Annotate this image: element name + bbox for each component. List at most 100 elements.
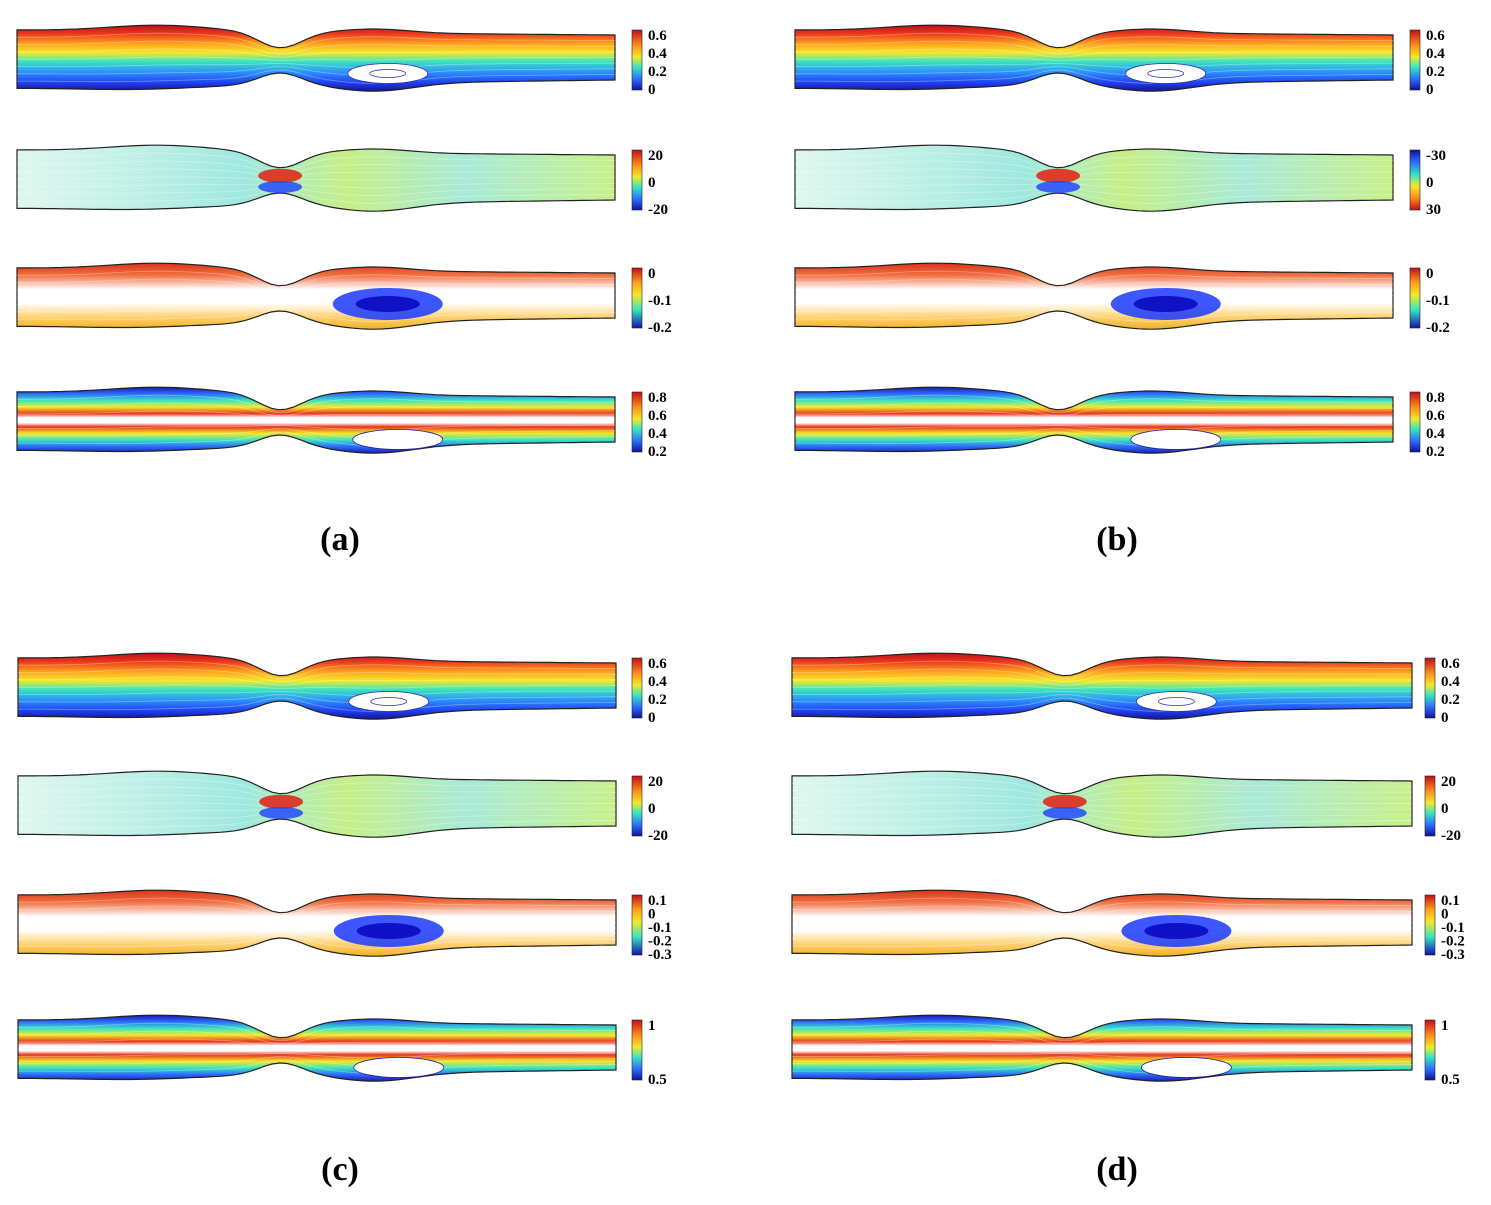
contour-line — [16, 56, 615, 61]
contour-line — [795, 186, 1393, 197]
contour-line — [18, 668, 617, 683]
colorbar-tick: 20 — [648, 148, 663, 164]
colorbar-tick: -30 — [1426, 148, 1446, 164]
contour-line — [792, 697, 1413, 712]
contour-line — [17, 304, 615, 315]
colorbar — [631, 391, 643, 453]
contour-line — [792, 694, 1412, 705]
contour-line — [795, 69, 1394, 84]
channel-domain — [794, 386, 1394, 454]
contour-line — [792, 812, 1412, 823]
colorbar-tick: 0.2 — [1426, 64, 1445, 80]
contour-line — [792, 815, 1413, 830]
colorbar-tick: 0.1 — [1441, 893, 1460, 909]
contour-line — [16, 294, 615, 299]
contour-line — [795, 410, 1393, 420]
contour-line — [795, 307, 1394, 322]
colorbar-tick: -0.1 — [648, 293, 672, 309]
colorbar — [1409, 391, 1421, 453]
contour-line — [792, 931, 1412, 942]
colorbar-tick: 0 — [1441, 907, 1449, 923]
contour-line — [792, 1052, 1413, 1059]
contour-line — [17, 182, 616, 189]
contour-line — [17, 62, 616, 69]
contour-line — [791, 802, 1412, 807]
contour-line — [791, 1046, 1412, 1051]
contour-line — [795, 168, 1393, 178]
contour-line — [17, 402, 616, 417]
contour-line — [18, 1052, 617, 1059]
colorbar-tick: 30 — [1426, 202, 1441, 218]
panel-0: 0.6 0.4 0.2 0 20 0 -20 0 -0.1 -0.2 0.8 0.6 0.4 0.2 (a) — [16, 24, 672, 558]
contour-line — [792, 934, 1413, 949]
vorticity-peak — [258, 168, 303, 183]
vortex-region — [348, 691, 430, 712]
colorbar — [631, 775, 643, 837]
colorbar — [1409, 267, 1421, 329]
contour-line — [18, 786, 617, 801]
colorbar-tick: -20 — [1441, 828, 1461, 844]
colorbar-tick: 1 — [648, 1018, 656, 1034]
colorbar-tick: 0 — [1426, 175, 1434, 191]
contour-plot-vorticity: 20 0 -20 — [17, 770, 668, 844]
colorbar-tick: -0.2 — [648, 320, 672, 336]
contour-line — [18, 676, 616, 686]
contour-line — [17, 278, 616, 293]
contour-plot-vorticity: 20 0 -20 — [791, 770, 1461, 844]
panel-label: (d) — [1096, 1151, 1138, 1188]
vorticity-peak — [259, 794, 304, 809]
vortex-region — [1130, 429, 1222, 450]
contour-line — [18, 1059, 617, 1074]
contour-line — [18, 690, 617, 697]
contour-plot-vorticity: -30 0 30 — [794, 144, 1446, 218]
contour-line — [795, 66, 1393, 77]
contour-line — [17, 48, 615, 58]
vortex-core — [1158, 697, 1195, 706]
panel-1: 0.6 0.4 0.2 0 -30 0 30 0 -0.1 -0.2 0.8 0.6 0.4 0.2 (b) — [794, 24, 1450, 558]
colorbar-tick: 0.4 — [1441, 674, 1460, 690]
vortex-region — [1125, 63, 1207, 84]
contour-line — [17, 286, 615, 296]
colorbar — [631, 894, 643, 956]
contour-plot-warm-white-blue: 0 -0.1 -0.2 — [794, 262, 1450, 336]
vorticity-trough — [1042, 806, 1087, 819]
vorticity-trough — [258, 180, 303, 193]
colorbar — [1424, 894, 1436, 956]
contour-line — [795, 278, 1394, 293]
colorbar-tick: -0.2 — [648, 934, 672, 950]
contour-line — [795, 182, 1394, 189]
panel-label: (b) — [1096, 521, 1138, 558]
colorbar-tick: 20 — [1441, 774, 1456, 790]
colorbar-tick: 0.4 — [1426, 46, 1445, 62]
contour-line — [17, 428, 615, 439]
contour-line — [794, 56, 1393, 61]
contour-line — [792, 1056, 1412, 1067]
panel-label: (a) — [320, 521, 360, 558]
contour-line — [18, 913, 616, 923]
contour-line — [795, 304, 1393, 315]
contour-line — [18, 1030, 617, 1045]
contour-line — [792, 913, 1412, 923]
contour-plot-symmetric: 0.8 0.6 0.4 0.2 — [16, 386, 667, 460]
contour-line — [792, 668, 1413, 683]
contour-line — [17, 186, 615, 197]
vorticity-peak — [1036, 168, 1081, 183]
colorbar — [1409, 149, 1421, 211]
contour-line — [794, 418, 1393, 423]
contour-plot-streamfunction: 0.6 0.4 0.2 0 — [16, 24, 667, 98]
channel-domain — [791, 1014, 1413, 1082]
vorticity-peak — [1042, 794, 1087, 809]
colorbar-tick: 0 — [648, 175, 656, 191]
panel-label: (c) — [321, 1151, 359, 1188]
contour-line — [18, 794, 616, 804]
colorbar-tick: 0.1 — [648, 893, 667, 909]
colorbar-tick: 0.4 — [648, 674, 667, 690]
colorbar-tick: 0 — [648, 710, 656, 726]
contour-line — [792, 794, 1412, 804]
channel-domain — [794, 24, 1394, 92]
colorbar-tick: 0.6 — [1426, 408, 1445, 424]
colorbar-tick: 0 — [648, 266, 656, 282]
contour-line — [794, 294, 1393, 299]
